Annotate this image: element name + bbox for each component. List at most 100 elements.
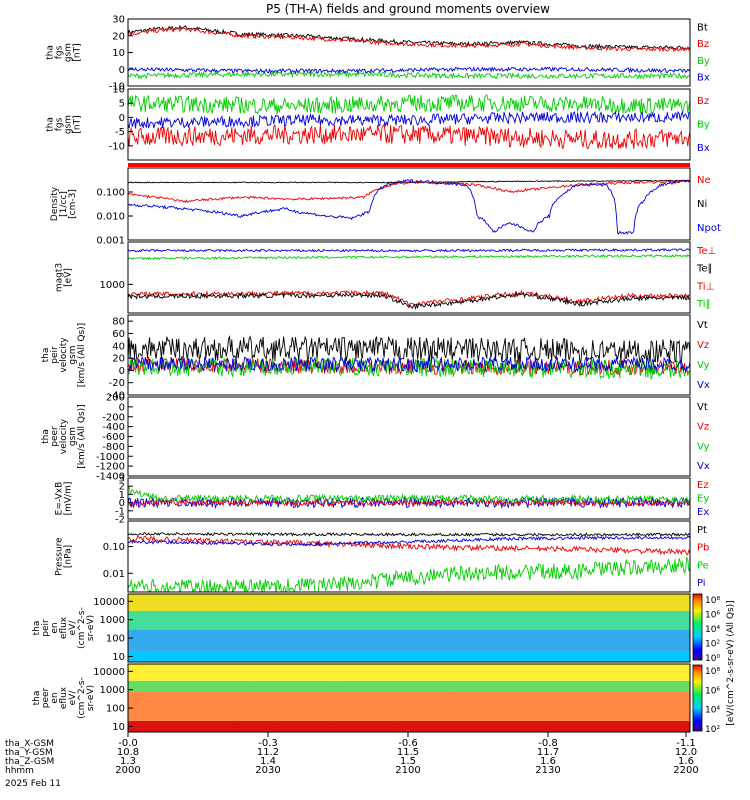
spectrogram-cell [188, 664, 193, 675]
spectrogram-cell [585, 695, 590, 707]
spectrogram-cell [348, 632, 354, 649]
series-line-Te⊥ [128, 247, 690, 253]
legend-entry: Te⊥ [696, 246, 716, 257]
legend-entry: Vy [697, 441, 710, 452]
spectrogram-cell [260, 665, 265, 680]
spectrogram-cell [489, 655, 494, 657]
y-tick-label: 10 [112, 722, 125, 733]
spectrogram [128, 594, 690, 662]
y-axis-label: (cm^2-s- [77, 677, 87, 719]
spectrogram-cell [437, 631, 442, 634]
spectrogram-cell [172, 666, 177, 678]
legend-entry: Ey [697, 494, 709, 505]
spectrogram-cell [376, 656, 382, 658]
spectrogram-cell [433, 594, 438, 598]
series-line-Te∥ [128, 253, 690, 261]
panel-frame [127, 167, 691, 241]
panel-peer_en_eflux: 10000 1000 100 10 tha peer en eflux eV/(cm^2-s-s… [32, 663, 691, 733]
y-axis-label: [1/cc] [59, 191, 69, 217]
y-tick-label: 0 [119, 65, 125, 76]
series-line-Bz [128, 26, 690, 53]
y-tick-label: 200 [106, 393, 125, 404]
y-axis-label: [cm-3] [68, 189, 78, 219]
spectrogram-cell [565, 697, 570, 706]
x-tick-label: 1.4 [260, 756, 276, 767]
y-axis-label: gsm [68, 427, 78, 446]
spectrogram-cell [409, 631, 414, 645]
spectrogram-cell [553, 669, 558, 676]
x-tick-label: 1.6 [540, 756, 556, 767]
spectrogram-cell [685, 653, 690, 656]
spectrogram-cell [665, 633, 671, 645]
spectrogram-cell [336, 595, 342, 601]
spectrogram-cell [545, 696, 550, 699]
spectrogram-cell [248, 613, 253, 617]
x-tick-label: -0.6 [398, 738, 418, 749]
spectrogram-cell [541, 632, 546, 641]
legend-entry: Vz [697, 340, 709, 351]
series-line-Pe [128, 556, 690, 592]
panel-frame [127, 477, 691, 520]
spectrogram-cell [344, 615, 350, 618]
spectrogram-cell [256, 599, 261, 605]
panel-fgs_gsm_bt: 30 20 10 0 -10 tha fgs gsm [nT] Bt Bz By Bx [46, 15, 710, 93]
y-axis-label: fgs [55, 117, 65, 131]
x-row-label: tha_X-GSM [5, 739, 54, 749]
x-tick-label: 1.6 [678, 756, 694, 767]
y-axis-label: peer [41, 687, 51, 708]
y-axis-label: [km/s (All Qs)] [77, 323, 87, 387]
y-axis-label: eflux [59, 616, 69, 639]
y-axis-label: sr-eV) [86, 685, 96, 711]
y-tick-label: -20 [109, 378, 125, 389]
spectrogram-cell [573, 694, 578, 712]
spectrogram-cell [469, 597, 474, 602]
spectrogram-cell [148, 656, 153, 660]
spectrogram-cell [372, 692, 378, 711]
spectrogram-cell [517, 693, 522, 708]
y-tick-label: 3 [119, 474, 125, 485]
y-tick-label: 10 [112, 85, 125, 96]
y-tick-label: 10 [112, 652, 125, 663]
spectrogram-cell [529, 664, 534, 668]
colorbar-scale [692, 593, 703, 661]
spectrogram-cell [461, 594, 466, 598]
panel-frame [127, 241, 691, 314]
y-tick-label: 80 [112, 317, 125, 328]
panel-fgs_gsm: 10 5 0 -5 -10 tha fgs gsm [nT] Bz By Bx [46, 85, 710, 161]
colorbar-scale [692, 664, 703, 732]
y-axis-label: fgs [55, 45, 65, 59]
y-axis-label: en [50, 622, 60, 633]
panel-frame [127, 520, 691, 593]
y-axis-label: [nPa] [64, 545, 74, 568]
spectrogram-cell [220, 667, 225, 678]
spectrogram-cell [200, 667, 205, 676]
spectrogram-cell [296, 613, 301, 615]
spectrogram-cell [569, 634, 574, 647]
spectrogram-cell [228, 721, 233, 723]
spectrogram-cell [537, 597, 542, 605]
legend-entry: Vy [697, 360, 710, 371]
spectrogram-cell [549, 595, 554, 601]
spectrogram-cell [441, 656, 446, 658]
legend-entry: Ti⊥ [696, 281, 714, 292]
y-tick-label: -10 [109, 141, 125, 152]
spectrogram-cell [268, 616, 273, 620]
spectrogram-cell [457, 631, 462, 647]
spectrogram-cell [525, 726, 530, 731]
y-axis-label: tha [32, 691, 42, 706]
spectrogram-band [128, 691, 690, 721]
series-line-Ne [128, 179, 690, 204]
y-tick-label: 1 [119, 490, 125, 501]
x-tick-label: 2000 [115, 765, 140, 776]
spectrogram-cell [533, 595, 538, 607]
spectrogram-cell [328, 723, 334, 725]
colorbar-tick: 10⁰ [705, 654, 720, 664]
y-tick-label: 60 [112, 329, 125, 340]
series-line-Npot [128, 178, 690, 235]
spectrogram-band [128, 610, 690, 630]
y-axis-label: gsm [68, 345, 78, 364]
series-line-Ti∥ [128, 291, 690, 311]
spectrogram-cell [449, 686, 454, 690]
spectrogram-cell [316, 685, 321, 688]
